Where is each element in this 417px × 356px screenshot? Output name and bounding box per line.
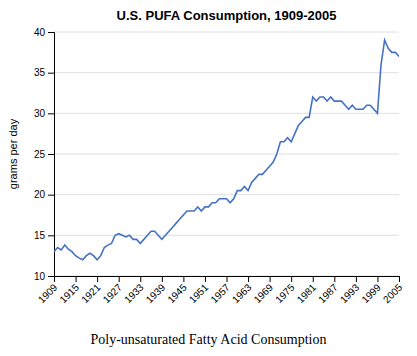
y-tick-mark (48, 154, 54, 155)
y-tick-label: 30 (34, 108, 46, 119)
y-tick-label: 10 (34, 271, 46, 282)
marks (54, 40, 399, 260)
y-tick: 15 (34, 230, 54, 241)
x-tick-label: 1975 (273, 281, 297, 305)
line (54, 40, 399, 260)
plot-area: 1909191519211927193319391945195119571963… (34, 27, 405, 305)
y-tick-mark (48, 195, 54, 196)
x-tick-mark (162, 276, 163, 282)
grid (54, 32, 399, 276)
x-tick: 1975 (273, 276, 297, 305)
y-tick-label: 40 (34, 27, 46, 38)
x-tick-mark (377, 276, 378, 282)
x-tick-label: 1999 (359, 281, 383, 305)
y-axis-title: grams per day (7, 118, 19, 189)
x-tick-label: 1987 (316, 281, 340, 305)
x-tick-mark (270, 276, 271, 282)
y-tick: 10 (34, 271, 54, 282)
x-tick: 1969 (252, 276, 276, 305)
x-tick: 1933 (122, 276, 146, 305)
x-tick-mark (140, 276, 141, 282)
x-tick: 1921 (79, 276, 103, 305)
chart: 1909191519211927193319391945195119571963… (0, 0, 417, 356)
x-tick-mark (205, 276, 206, 282)
x-tick: 1951 (187, 276, 211, 305)
x-tick-label: 1945 (165, 281, 189, 305)
x-tick-mark (313, 276, 314, 282)
x-tick: 1987 (316, 276, 340, 305)
x-tick-mark (399, 276, 400, 282)
y-tick-mark (48, 73, 54, 74)
y-tick: 20 (34, 189, 54, 200)
x-tick-label: 1915 (58, 281, 82, 305)
x-tick: 1939 (144, 276, 168, 305)
x-tick-mark (248, 276, 249, 282)
title: U.S. PUFA Consumption, 1909-2005 (117, 8, 337, 23)
grid-line (54, 32, 399, 33)
x-tick-label: 1933 (122, 281, 146, 305)
x-tick-label: 1969 (252, 281, 276, 305)
x-tick-mark (291, 276, 292, 282)
grid-line (54, 235, 399, 236)
x-tick-label: 1939 (144, 281, 168, 305)
grid-line (54, 113, 399, 114)
x-tick-label: 1951 (187, 281, 211, 305)
x-tick: 1915 (58, 276, 82, 305)
x-tick-mark (227, 276, 228, 282)
y-tick-label: 25 (34, 149, 46, 160)
x-tick-label: 1921 (79, 281, 103, 305)
y-tick-label: 35 (34, 67, 46, 78)
y-tick-label: 15 (34, 230, 46, 241)
y-tick: 30 (34, 108, 54, 119)
x-tick-mark (97, 276, 98, 282)
x-tick: 1945 (165, 276, 189, 305)
x-axis-line (55, 277, 400, 283)
x-tick-mark (356, 276, 357, 282)
y-tick: 35 (34, 67, 54, 78)
y-tick-mark (48, 235, 54, 236)
grid-line (54, 154, 399, 155)
x-tick-label: 2005 (381, 281, 405, 305)
x-tick: 1957 (208, 276, 232, 305)
x-tick-label: 1927 (101, 281, 125, 305)
x-tick-label: 1981 (295, 281, 319, 305)
y-tick-mark (48, 113, 54, 114)
y-tick: 25 (34, 149, 54, 160)
y-tick-label: 20 (34, 189, 46, 200)
x-tick-label: 1963 (230, 281, 254, 305)
x-tick: 1963 (230, 276, 254, 305)
grid-line (54, 194, 399, 195)
y-axis: 10 15 20 25 30 35 40 (34, 27, 55, 282)
x-tick-label: 1993 (338, 281, 362, 305)
x-tick-mark (183, 276, 184, 282)
x-tick-mark (119, 276, 120, 282)
caption: Poly-unsaturated Fatty Acid Consumption (90, 332, 326, 347)
x-tick-label: 1909 (36, 281, 60, 305)
y-tick: 40 (34, 27, 54, 38)
x-tick-mark (76, 276, 77, 282)
x-tick: 1993 (338, 276, 362, 305)
x-tick-label: 1957 (208, 281, 232, 305)
x-tick: 1927 (101, 276, 125, 305)
x-tick: 1999 (359, 276, 383, 305)
y-tick-mark (48, 32, 54, 33)
y-axis-line (48, 33, 55, 277)
y-tick-mark (48, 276, 54, 277)
grid-line (54, 72, 399, 73)
x-tick: 1981 (295, 276, 319, 305)
x-axis: 1909191519211927193319391945195119571963… (36, 276, 405, 305)
x-tick-mark (334, 276, 335, 282)
x-tick: 2005 (381, 276, 405, 305)
